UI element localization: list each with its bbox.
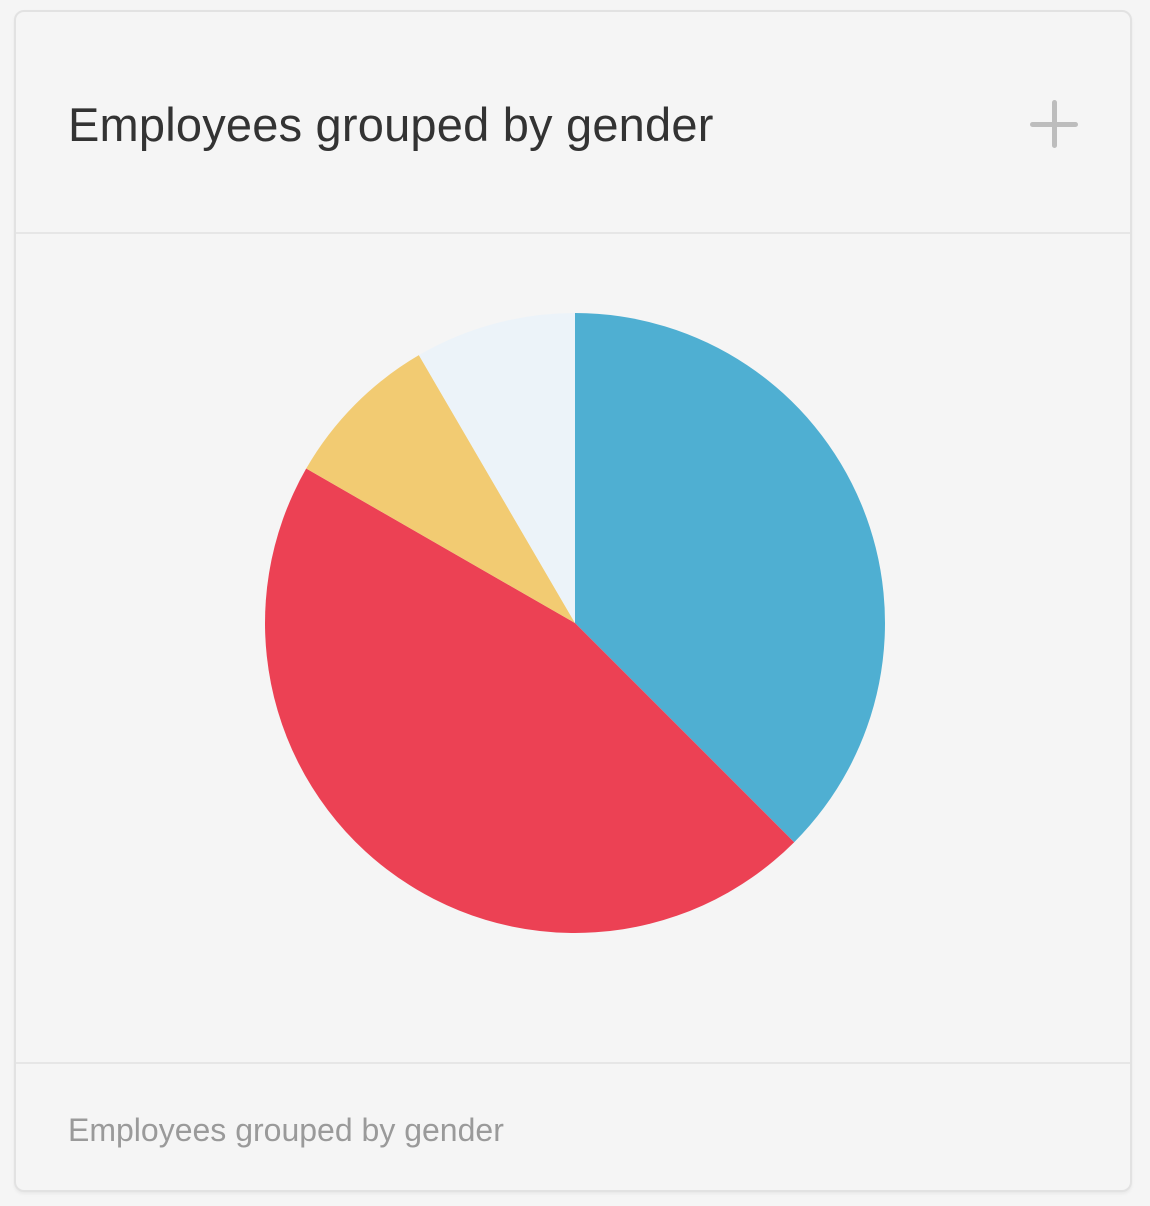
pie-chart [265, 313, 885, 933]
card-header: Employees grouped by gender [16, 12, 1130, 234]
card-title: Employees grouped by gender [68, 98, 714, 151]
plus-icon [1028, 98, 1080, 150]
chart-card: Employees grouped by gender Employees gr… [14, 10, 1132, 1192]
pie-slice-3[interactable] [306, 355, 575, 623]
footer-caption: Employees grouped by gender [68, 1112, 504, 1148]
pie-slice-2[interactable] [265, 468, 795, 933]
pie-slice-1[interactable] [575, 313, 885, 843]
card-footer: Employees grouped by gender [16, 1062, 1130, 1192]
pie-slice-4[interactable] [418, 313, 575, 623]
chart-area [16, 234, 1130, 1062]
add-button[interactable] [1028, 98, 1080, 150]
